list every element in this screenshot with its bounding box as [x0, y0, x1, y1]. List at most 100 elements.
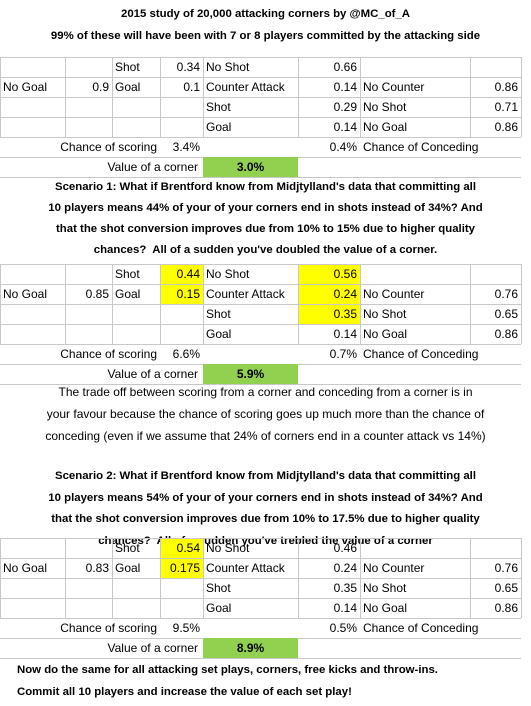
grid-line	[521, 57, 522, 137]
table-cell: 0.86	[494, 80, 518, 94]
table-cell: 0.15	[160, 284, 203, 304]
table-cell: No Goal	[3, 561, 48, 575]
table-cell: 0.14	[333, 80, 357, 94]
text-line: 10 players means 44% of your of your cor…	[48, 202, 483, 214]
table-cell: 0.76	[494, 561, 518, 575]
grid-line	[0, 137, 521, 138]
table-cell: Counter Attack	[206, 80, 285, 94]
table-cell: Goal	[115, 80, 141, 94]
text-line: that the shot conversion improves due fr…	[56, 223, 475, 235]
table-cell: No Goal	[363, 120, 408, 134]
grid-line	[0, 344, 521, 345]
table-cell: 0.46	[333, 541, 357, 555]
table-cell: Shot	[115, 267, 140, 281]
grid-line	[112, 264, 113, 344]
value-cell: 3.0%	[203, 157, 298, 177]
table-cell: Shot	[206, 581, 231, 595]
table-cell: No Shot	[206, 267, 250, 281]
table-cell: Shot	[115, 541, 140, 555]
table-cell: Counter Attack	[206, 561, 285, 575]
grid-line	[298, 538, 299, 618]
table-cell: 0.76	[494, 287, 518, 301]
text-line: Scenario 2: What if Brentford know from …	[54, 470, 477, 482]
grid-line	[0, 538, 1, 618]
table-cell: 0.66	[333, 60, 357, 74]
table-cell: No Shot	[363, 100, 407, 114]
grid-line	[298, 57, 299, 137]
subtitle: 99% of these will have been with 7 or 8 …	[50, 30, 481, 42]
table-cell: 0.14	[333, 120, 357, 134]
value-cell: 8.9%	[203, 638, 298, 658]
grid-line	[0, 384, 521, 385]
value: 9.5%	[172, 621, 200, 635]
value-cell: 5.9%	[203, 364, 298, 384]
table-cell: Shot	[206, 307, 231, 321]
grid-line	[0, 57, 1, 137]
grid-line	[360, 57, 361, 137]
table-cell: 0.9	[92, 80, 109, 94]
grid-line	[470, 264, 471, 344]
grid-line	[0, 284, 521, 285]
grid-line	[0, 117, 521, 118]
grid-line	[298, 264, 299, 344]
table-cell: 0.71	[494, 100, 518, 114]
grid-line	[360, 538, 361, 618]
text-line: that the shot conversion improves due fr…	[51, 513, 480, 525]
table-cell: No Counter	[363, 80, 425, 94]
grid-line	[160, 538, 161, 618]
table-cell: Goal	[206, 601, 232, 615]
grid-line	[0, 264, 521, 265]
grid-line	[0, 177, 521, 178]
table-cell: Goal	[115, 287, 141, 301]
table-cell: No Shot	[363, 581, 407, 595]
table-cell: 0.29	[333, 100, 357, 114]
table-cell: No Goal	[363, 601, 408, 615]
table-cell: Goal	[115, 561, 141, 575]
grid-line	[0, 618, 521, 619]
table-cell: 0.175	[160, 558, 203, 578]
grid-line	[521, 264, 522, 344]
value: 0.7%	[329, 347, 357, 361]
value: 0.5%	[329, 621, 357, 635]
table-cell: 0.14	[333, 327, 357, 341]
text-line: Scenario 1: What if Brentford know from …	[54, 181, 477, 193]
table-cell: 0.34	[176, 60, 200, 74]
grid-line	[65, 57, 66, 137]
table-cell: 0.1	[183, 80, 200, 94]
table-cell: No Shot	[363, 307, 407, 321]
grid-line	[160, 57, 161, 137]
text-line: 10 players means 54% of your of your cor…	[48, 491, 483, 504]
text-line: Now do the same for all attacking set pl…	[17, 664, 438, 676]
table-cell: 0.86	[494, 601, 518, 615]
table-cell: 0.24	[333, 561, 357, 575]
grid-line	[0, 598, 521, 599]
grid-line	[0, 324, 521, 325]
table-cell: 0.65	[494, 581, 518, 595]
label: Value of a corner	[107, 367, 199, 381]
grid-line	[0, 558, 521, 559]
table-cell: 0.35	[333, 581, 357, 595]
table-cell: Goal	[206, 120, 232, 134]
table-cell: 0.35	[298, 304, 360, 324]
grid-line	[160, 264, 161, 344]
text-line: Commit all 10 players and increase the v…	[17, 686, 352, 698]
table-cell: 0.86	[494, 120, 518, 134]
table-cell: Goal	[206, 327, 232, 341]
grid-line	[0, 304, 521, 305]
grid-line	[0, 77, 521, 78]
grid-line	[0, 57, 521, 58]
grid-line	[112, 57, 113, 137]
table-cell: No Goal	[363, 327, 408, 341]
label: Chance of scoring	[60, 621, 157, 635]
grid-line	[0, 264, 1, 344]
grid-line	[360, 264, 361, 344]
table-cell: 0.54	[160, 538, 203, 558]
table-cell: 0.24	[298, 284, 360, 304]
table-cell: 0.85	[85, 287, 109, 301]
table-cell: Counter Attack	[206, 287, 285, 301]
grid-line	[203, 57, 204, 137]
label: Chance of scoring	[60, 140, 157, 154]
grid-line	[203, 264, 204, 344]
label: Chance of scoring	[60, 347, 157, 361]
